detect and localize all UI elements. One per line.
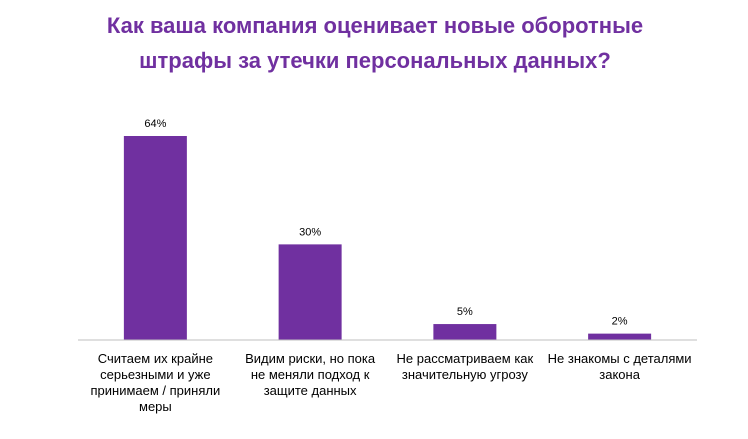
data-label-3: 5% bbox=[457, 306, 473, 318]
category-label-3: Не рассматриваем как значительную угрозу bbox=[397, 351, 534, 382]
bar-1 bbox=[123, 136, 187, 340]
bars-layer bbox=[123, 136, 652, 340]
bar-4 bbox=[588, 333, 652, 340]
bar-2 bbox=[278, 244, 342, 340]
data-label-2: 30% bbox=[299, 226, 321, 238]
data-label-4: 2% bbox=[612, 316, 628, 328]
data-label-1: 64% bbox=[144, 118, 166, 130]
chart-title: Как ваша компания оценивает новые оборот… bbox=[106, 13, 644, 73]
bar-3 bbox=[433, 324, 497, 340]
labels-layer: 64% Считаем их крайне серьезными и уже прин… bbox=[91, 118, 692, 414]
category-label-1: Считаем их крайне серьезными и уже принима… bbox=[91, 351, 221, 414]
category-label-4: Не знакомы с деталями закона bbox=[548, 351, 692, 382]
category-label-2: Видим риски, но пока не меняли подход к за… bbox=[245, 351, 376, 398]
